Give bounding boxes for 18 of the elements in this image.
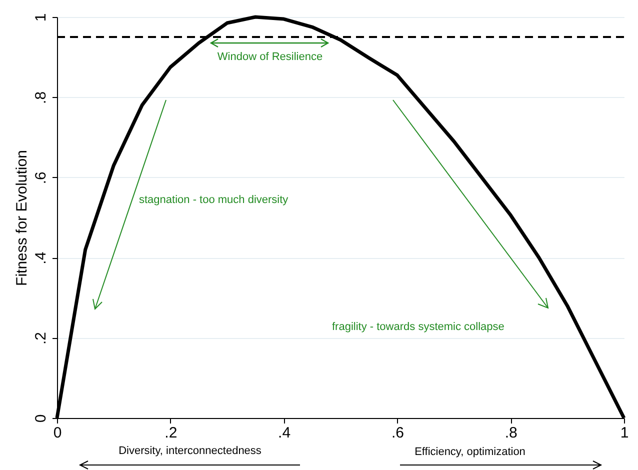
annotation: fragility - towards systemic collapse [332,321,504,333]
y-tick-label: .4 [32,252,50,264]
y-tick-label: .8 [32,91,50,104]
y-tick-label: .6 [32,172,50,184]
text: Diversity, interconnectedness [118,445,262,457]
y-tick-label: .2 [32,332,50,345]
y-tick-label: 0 [32,414,50,423]
annotation: stagnation - too much diversity [139,194,289,206]
y-tick-label: 1 [32,13,50,22]
annotation: Window of Resilience [217,51,323,63]
x-tick-label: .8 [504,424,518,442]
x-tick-label: 1 [620,424,629,442]
text: Efficiency, optimization [414,446,526,458]
x-tick-label: .2 [164,424,178,442]
x-tick-label: 0 [53,424,62,442]
x-tick-label: .6 [391,424,404,442]
x-tick-label: .4 [278,424,291,442]
y-axis-title: Fitness for Evolution [14,150,30,286]
